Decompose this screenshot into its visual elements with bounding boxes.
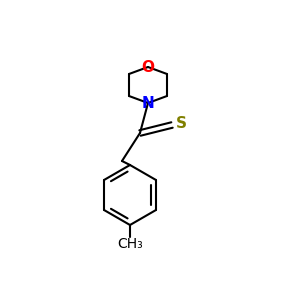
Text: CH₃: CH₃ (117, 237, 143, 251)
Text: O: O (142, 59, 154, 74)
Text: S: S (176, 116, 187, 131)
Text: N: N (142, 95, 154, 110)
